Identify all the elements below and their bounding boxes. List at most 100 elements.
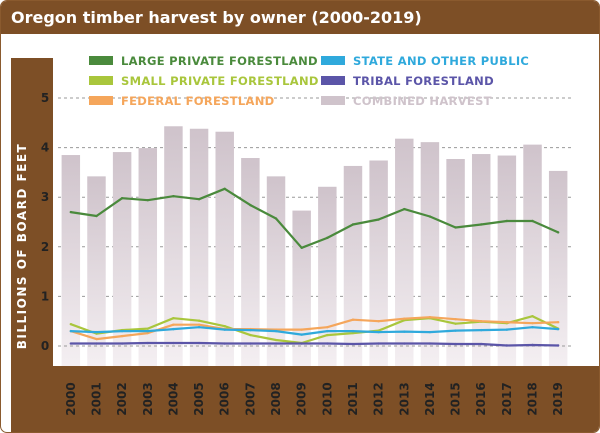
point-tribal-forestland-2005 bbox=[197, 341, 201, 345]
bar-combined-harvest-2001 bbox=[87, 176, 106, 366]
point-federal-forestland-2015 bbox=[454, 318, 457, 321]
bar-combined-harvest-2012 bbox=[369, 160, 388, 366]
point-federal-forestland-2019 bbox=[556, 320, 560, 324]
point-small-private-forestland-2010 bbox=[326, 333, 329, 337]
point-large-private-forestland-2012 bbox=[377, 218, 380, 221]
chart-title: Oregon timber harvest by owner (2000-201… bbox=[1, 1, 599, 34]
point-state-and-other-public-2014 bbox=[428, 330, 432, 334]
bar-combined-harvest-2019 bbox=[548, 170, 568, 366]
point-tribal-forestland-2002 bbox=[120, 342, 124, 345]
bar-combined-harvest-2017 bbox=[497, 155, 517, 366]
point-tribal-forestland-2017 bbox=[505, 344, 509, 347]
x-tick-label-2003: 2003 bbox=[141, 382, 155, 415]
point-tribal-forestland-2011 bbox=[351, 342, 355, 346]
point-state-and-other-public-2013 bbox=[403, 330, 406, 333]
point-tribal-forestland-2006 bbox=[223, 342, 226, 345]
point-tribal-forestland-2008 bbox=[274, 342, 278, 345]
legend-label-tribal-forestland: TRIBAL FORESTLAND bbox=[353, 74, 494, 88]
point-tribal-forestland-2001 bbox=[95, 342, 98, 345]
bar-combined-harvest-2000 bbox=[61, 155, 81, 366]
x-tick-label-2005: 2005 bbox=[192, 382, 206, 415]
point-small-private-forestland-2005 bbox=[197, 319, 201, 322]
point-state-and-other-public-2016 bbox=[480, 328, 483, 332]
point-tribal-forestland-2000 bbox=[69, 342, 73, 345]
point-large-private-forestland-2014 bbox=[428, 215, 432, 218]
legend-swatch-combined-harvest bbox=[321, 96, 345, 105]
x-tick-label-2015: 2015 bbox=[449, 382, 463, 415]
y-tick-label-2: 2 bbox=[41, 240, 49, 254]
x-axis-band bbox=[53, 366, 599, 432]
point-large-private-forestland-2000 bbox=[69, 210, 73, 214]
y-tick-label-3: 3 bbox=[41, 190, 49, 204]
bar-combined-harvest-2008 bbox=[266, 176, 286, 366]
legend-swatch-large-private-forestland bbox=[89, 56, 113, 65]
bar-combined-harvest-2013 bbox=[395, 138, 414, 366]
point-small-private-forestland-2000 bbox=[69, 322, 73, 326]
point-tribal-forestland-2013 bbox=[403, 342, 406, 345]
point-small-private-forestland-2015 bbox=[454, 322, 457, 325]
point-state-and-other-public-2002 bbox=[120, 329, 124, 333]
point-large-private-forestland-2009 bbox=[300, 246, 303, 249]
point-federal-forestland-2003 bbox=[146, 331, 149, 335]
point-federal-forestland-2004 bbox=[172, 323, 175, 326]
x-tick-label-2010: 2010 bbox=[320, 382, 334, 415]
point-federal-forestland-2014 bbox=[428, 316, 432, 319]
point-large-private-forestland-2007 bbox=[249, 203, 252, 207]
legend-label-large-private-forestland: LARGE PRIVATE FORESTLAND bbox=[121, 54, 318, 68]
x-tick-label-2011: 2011 bbox=[346, 382, 360, 415]
point-state-and-other-public-2015 bbox=[454, 329, 457, 332]
point-state-and-other-public-2007 bbox=[249, 328, 252, 332]
bar-combined-harvest-2018 bbox=[523, 144, 542, 366]
x-tick-label-2018: 2018 bbox=[526, 382, 540, 415]
bar-combined-harvest-2015 bbox=[446, 159, 465, 366]
point-tribal-forestland-2016 bbox=[480, 342, 483, 346]
x-tick-label-2006: 2006 bbox=[218, 382, 232, 415]
point-small-private-forestland-2004 bbox=[172, 317, 175, 320]
point-state-and-other-public-2005 bbox=[197, 325, 201, 329]
point-large-private-forestland-2013 bbox=[403, 207, 406, 211]
point-federal-forestland-2016 bbox=[480, 320, 483, 323]
point-federal-forestland-2012 bbox=[377, 320, 380, 323]
point-state-and-other-public-2017 bbox=[505, 328, 509, 331]
legend-label-federal-forestland: FEDERAL FORESTLAND bbox=[121, 94, 274, 108]
point-large-private-forestland-2017 bbox=[505, 219, 509, 223]
x-tick-label-2019: 2019 bbox=[551, 382, 565, 415]
point-state-and-other-public-2006 bbox=[223, 328, 226, 331]
point-large-private-forestland-2002 bbox=[120, 196, 124, 200]
bar-combined-harvest-2007 bbox=[241, 158, 260, 366]
point-large-private-forestland-2001 bbox=[95, 214, 98, 218]
point-tribal-forestland-2019 bbox=[556, 344, 560, 347]
point-tribal-forestland-2014 bbox=[428, 342, 432, 345]
point-state-and-other-public-2018 bbox=[531, 325, 534, 329]
point-large-private-forestland-2006 bbox=[223, 187, 226, 190]
point-state-and-other-public-2019 bbox=[556, 327, 560, 331]
point-federal-forestland-2018 bbox=[531, 321, 534, 325]
point-federal-forestland-2010 bbox=[326, 325, 329, 329]
legend-swatch-tribal-forestland bbox=[321, 76, 345, 85]
legend-swatch-federal-forestland bbox=[89, 96, 113, 105]
point-large-private-forestland-2003 bbox=[146, 198, 149, 202]
point-state-and-other-public-2000 bbox=[69, 329, 73, 333]
point-tribal-forestland-2004 bbox=[172, 341, 175, 345]
point-federal-forestland-2011 bbox=[351, 318, 355, 321]
y-tick-label-5: 5 bbox=[41, 91, 49, 105]
bar-combined-harvest-2003 bbox=[138, 148, 158, 366]
x-tick-label-2014: 2014 bbox=[423, 382, 437, 415]
point-tribal-forestland-2009 bbox=[300, 342, 303, 345]
point-small-private-forestland-2011 bbox=[351, 331, 355, 335]
point-tribal-forestland-2007 bbox=[249, 342, 252, 345]
bar-combined-harvest-2006 bbox=[215, 131, 234, 366]
point-federal-forestland-2009 bbox=[300, 328, 303, 331]
bar-combined-harvest-2002 bbox=[112, 152, 132, 366]
point-state-and-other-public-2010 bbox=[326, 329, 329, 333]
series-line-tribal-forestland bbox=[70, 341, 559, 347]
point-tribal-forestland-2012 bbox=[377, 342, 380, 345]
point-small-private-forestland-2018 bbox=[531, 315, 534, 318]
series-line-state-and-other-public bbox=[70, 326, 559, 336]
bar-combined-harvest-2016 bbox=[471, 154, 491, 366]
point-federal-forestland-2017 bbox=[505, 320, 509, 324]
legend-label-small-private-forestland: SMALL PRIVATE FORESTLAND bbox=[121, 74, 319, 88]
point-large-private-forestland-2004 bbox=[172, 195, 175, 198]
point-tribal-forestland-2018 bbox=[531, 343, 534, 347]
